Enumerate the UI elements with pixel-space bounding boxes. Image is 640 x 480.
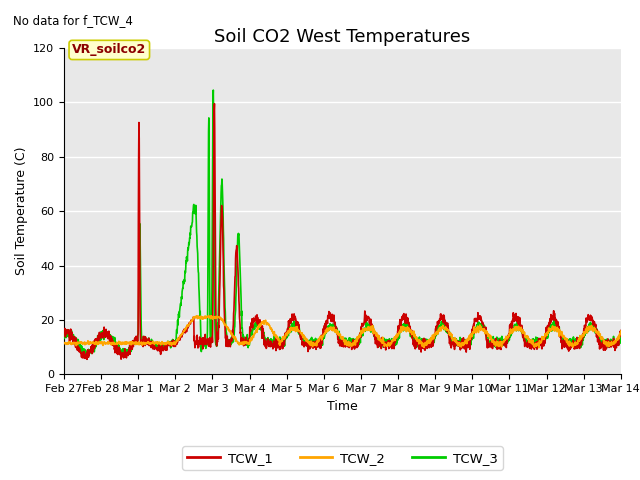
TCW_1 <box>499 341 507 347</box>
TCW_2 <box>499 340 506 346</box>
Text: VR_soilco2: VR_soilco2 <box>72 44 147 57</box>
Line: TCW_3: TCW_3 <box>64 90 621 356</box>
TCW_3 <box>317 336 324 342</box>
TCW_1 <box>89 344 97 349</box>
TCW_2 <box>88 340 96 346</box>
TCW_3 <box>89 348 97 353</box>
Title: Soil CO2 West Temperatures: Soil CO2 West Temperatures <box>214 28 470 47</box>
TCW_1 <box>601 337 609 343</box>
TCW_2 <box>316 334 324 340</box>
TCW_2 <box>535 345 543 351</box>
TCW_1 <box>617 328 625 334</box>
TCW_3 <box>499 343 507 348</box>
TCW_1 <box>211 101 218 107</box>
TCW_2 <box>331 327 339 333</box>
X-axis label: Time: Time <box>327 400 358 413</box>
TCW_1 <box>83 357 91 362</box>
TCW_3 <box>332 329 339 335</box>
TCW_1 <box>317 336 324 342</box>
TCW_3 <box>617 334 625 339</box>
TCW_1 <box>332 323 339 328</box>
Y-axis label: Soil Temperature (C): Soil Temperature (C) <box>15 147 28 276</box>
TCW_3 <box>81 353 89 359</box>
TCW_2 <box>193 313 200 319</box>
Text: No data for f_TCW_4: No data for f_TCW_4 <box>13 14 132 27</box>
TCW_3 <box>60 332 68 338</box>
TCW_1 <box>602 348 609 353</box>
Line: TCW_1: TCW_1 <box>64 104 621 360</box>
TCW_1 <box>60 328 68 334</box>
Legend: TCW_1, TCW_2, TCW_3: TCW_1, TCW_2, TCW_3 <box>182 446 503 470</box>
TCW_3 <box>601 339 609 345</box>
TCW_2 <box>602 340 609 346</box>
TCW_3 <box>602 339 609 345</box>
Line: TCW_2: TCW_2 <box>64 316 621 348</box>
TCW_2 <box>617 328 625 334</box>
TCW_2 <box>60 340 68 346</box>
TCW_2 <box>601 339 609 345</box>
TCW_3 <box>209 87 217 93</box>
